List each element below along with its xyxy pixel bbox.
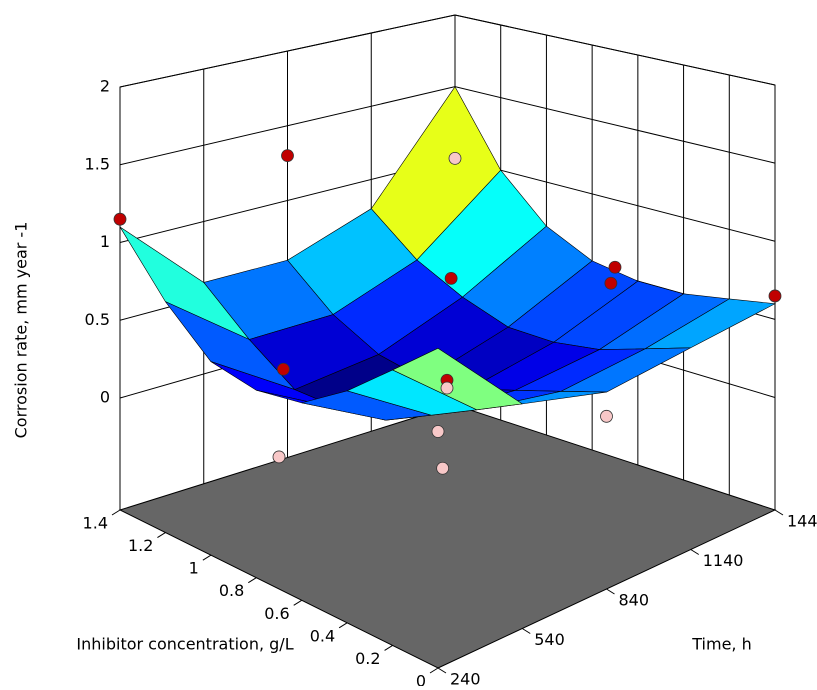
x-tick — [521, 628, 531, 634]
y-tick — [429, 667, 439, 674]
surface-patch — [391, 347, 524, 411]
x-tick-label: 840 — [619, 591, 650, 610]
y-tick — [202, 554, 212, 561]
z-tick-label: 2 — [100, 77, 110, 96]
design-point — [431, 425, 445, 438]
design-point — [440, 381, 454, 395]
y-tick — [248, 577, 257, 584]
design-point — [444, 272, 458, 285]
floor — [118, 404, 777, 669]
x-tick — [437, 667, 447, 674]
design-point — [600, 409, 613, 423]
design-point — [272, 450, 286, 464]
x-tick — [774, 509, 784, 516]
y-tick-label: 1 — [189, 559, 199, 578]
z-tick-label: 1 — [100, 232, 110, 251]
design-point — [604, 276, 618, 290]
design-point — [113, 212, 127, 226]
x-tick-label: 540 — [534, 630, 565, 649]
y-tick — [111, 509, 121, 516]
y-tick — [157, 532, 166, 538]
y-tick-label: 1.2 — [128, 536, 153, 555]
design-point — [276, 362, 290, 376]
z-tick-label: 1.5 — [85, 154, 110, 173]
y-tick-label: 0.6 — [264, 604, 289, 623]
y-tick-label: 0 — [416, 672, 426, 687]
design-point — [768, 289, 782, 303]
y-tick-label: 0.8 — [219, 581, 244, 600]
y-tick — [384, 645, 393, 651]
grid-line — [119, 14, 776, 88]
z-tick-label: 0 — [100, 388, 110, 407]
x-tick — [690, 549, 700, 555]
design-point — [281, 149, 294, 163]
x-tick-label: 240 — [450, 670, 481, 687]
design-point — [448, 151, 462, 165]
x-tick-label: 1140 — [703, 551, 744, 570]
x-axis-title: Time, h — [691, 635, 751, 654]
design-point — [608, 260, 622, 274]
y-tick-label: 0.2 — [355, 649, 380, 668]
z-tick-label: 0.5 — [85, 310, 110, 329]
x-tick — [606, 588, 615, 595]
design-point — [436, 461, 450, 475]
y-tick-label: 1.4 — [83, 514, 108, 533]
y-tick — [293, 599, 302, 606]
y-tick — [338, 622, 348, 629]
z-axis-title: Corrosion rate, mm year -1 — [12, 222, 31, 439]
y-tick-label: 0.4 — [310, 626, 335, 645]
y-axis-title: Inhibitor concentration, g/L — [76, 635, 293, 654]
